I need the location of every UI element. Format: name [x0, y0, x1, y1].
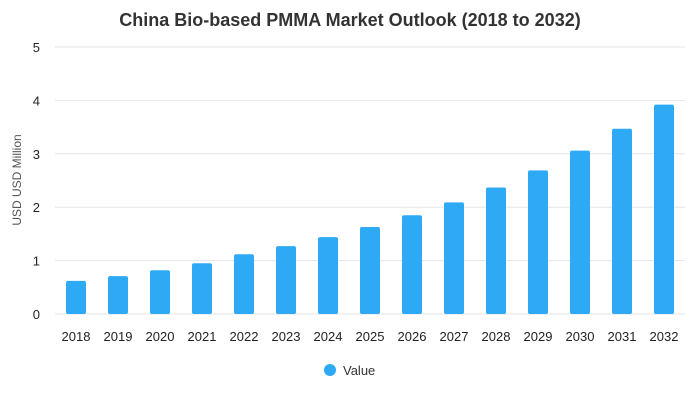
x-tick-label: 2030 — [566, 329, 595, 344]
bar-2025[interactable] — [360, 226, 380, 314]
x-axis-ticks: 2018 2019 2020 2021 2022 2023 2024 2025 2026 2027… — [62, 329, 679, 344]
bar-2026[interactable] — [402, 215, 422, 314]
legend: Value — [324, 363, 375, 378]
x-tick-label: 2018 — [62, 329, 91, 344]
y-tick-label: 4 — [33, 93, 40, 108]
y-tick-label: 3 — [33, 147, 40, 162]
y-axis-label: USD USD Million — [10, 134, 24, 225]
legend-marker-value — [324, 364, 336, 376]
x-tick-label: 2027 — [440, 329, 469, 344]
legend-label-value: Value — [343, 363, 375, 378]
bar-2024[interactable] — [318, 237, 338, 314]
x-tick-label: 2022 — [230, 329, 259, 344]
x-tick-label: 2029 — [524, 329, 553, 344]
x-tick-label: 2031 — [608, 329, 637, 344]
x-tick-label: 2028 — [482, 329, 511, 344]
x-tick-label: 2026 — [398, 329, 427, 344]
x-tick-label: 2023 — [272, 329, 301, 344]
y-tick-label: 0 — [33, 307, 40, 322]
bar-2029[interactable] — [528, 170, 548, 314]
bar-2027[interactable] — [444, 202, 464, 314]
bar-2031[interactable] — [612, 128, 632, 314]
bar-2020[interactable] — [150, 270, 170, 314]
y-axis-ticks: 0 1 2 3 4 5 — [33, 40, 40, 322]
y-tick-label: 1 — [33, 254, 40, 269]
bar-2018[interactable] — [66, 280, 86, 314]
y-tick-label: 5 — [33, 40, 40, 55]
bar-2019[interactable] — [108, 276, 128, 314]
x-tick-label: 2019 — [104, 329, 133, 344]
bar-2028[interactable] — [486, 187, 506, 314]
y-tick-label: 2 — [33, 200, 40, 215]
bar-2021[interactable] — [192, 263, 212, 314]
bar-2022[interactable] — [234, 254, 254, 314]
x-tick-label: 2020 — [146, 329, 175, 344]
chart-title: China Bio-based PMMA Market Outlook (201… — [119, 10, 580, 30]
x-tick-label: 2021 — [188, 329, 217, 344]
bar-2032[interactable] — [654, 104, 674, 314]
x-tick-label: 2024 — [314, 329, 343, 344]
x-tick-label: 2025 — [356, 329, 385, 344]
bar-2023[interactable] — [276, 246, 296, 314]
bars — [66, 104, 674, 314]
bar-2030[interactable] — [570, 150, 590, 314]
x-tick-label: 2032 — [650, 329, 679, 344]
